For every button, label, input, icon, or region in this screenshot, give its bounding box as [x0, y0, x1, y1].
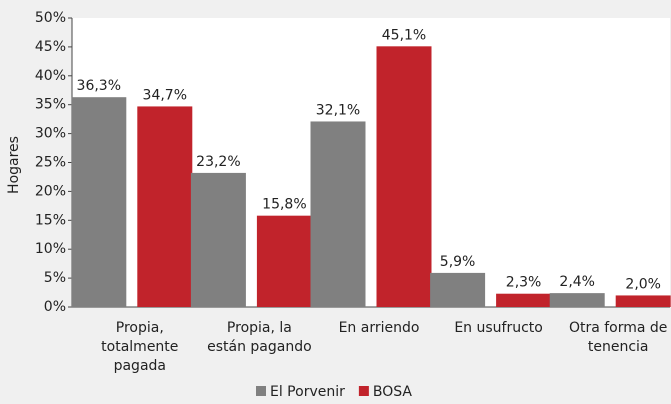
y-axis-title: Hogares [6, 136, 22, 194]
x-tick-label: Otra forma de tenencia [568, 320, 668, 355]
y-tick-label: 45% [35, 39, 66, 55]
x-tick-label: En usufructo [454, 320, 543, 336]
y-tick-label: 20% [35, 183, 66, 199]
bar [549, 293, 605, 307]
data-label: 15,8% [262, 197, 306, 213]
x-tick-label: Propia, totalmente pagada [101, 320, 179, 374]
legend-label: El Porvenir [270, 384, 345, 400]
y-tick-label: 15% [35, 212, 66, 228]
y-tick-label: 40% [35, 68, 66, 84]
data-label: 32,1% [316, 102, 360, 118]
data-label: 45,1% [382, 27, 426, 43]
data-label: 34,7% [143, 87, 187, 103]
y-tick-label: 10% [35, 241, 66, 257]
legend-label: BOSA [373, 384, 413, 400]
bar [496, 293, 552, 307]
y-tick-label: 0% [44, 299, 66, 315]
bar [256, 215, 312, 307]
y-tick-label: 5% [44, 270, 66, 286]
data-label: 5,9% [440, 254, 476, 270]
bar [430, 272, 486, 307]
x-tick-label: Propia, la están pagando [207, 320, 312, 355]
data-label: 36,3% [77, 78, 121, 94]
y-tick-label: 25% [35, 155, 66, 171]
bar [190, 172, 246, 307]
x-tick-label: En arriendo [338, 320, 420, 336]
legend-swatch [358, 386, 369, 396]
data-label: 23,2% [196, 154, 240, 170]
data-label: 2,4% [559, 274, 595, 290]
bar [615, 295, 671, 307]
y-tick-label: 50% [35, 10, 66, 26]
bar [376, 46, 432, 308]
bar [71, 97, 127, 307]
bar [310, 121, 366, 307]
y-tick-label: 35% [35, 97, 66, 113]
legend-swatch [256, 386, 266, 396]
y-tick-label: 30% [35, 126, 66, 142]
data-label: 2,3% [506, 275, 542, 291]
data-label: 2,0% [625, 276, 661, 292]
bar [137, 106, 193, 308]
